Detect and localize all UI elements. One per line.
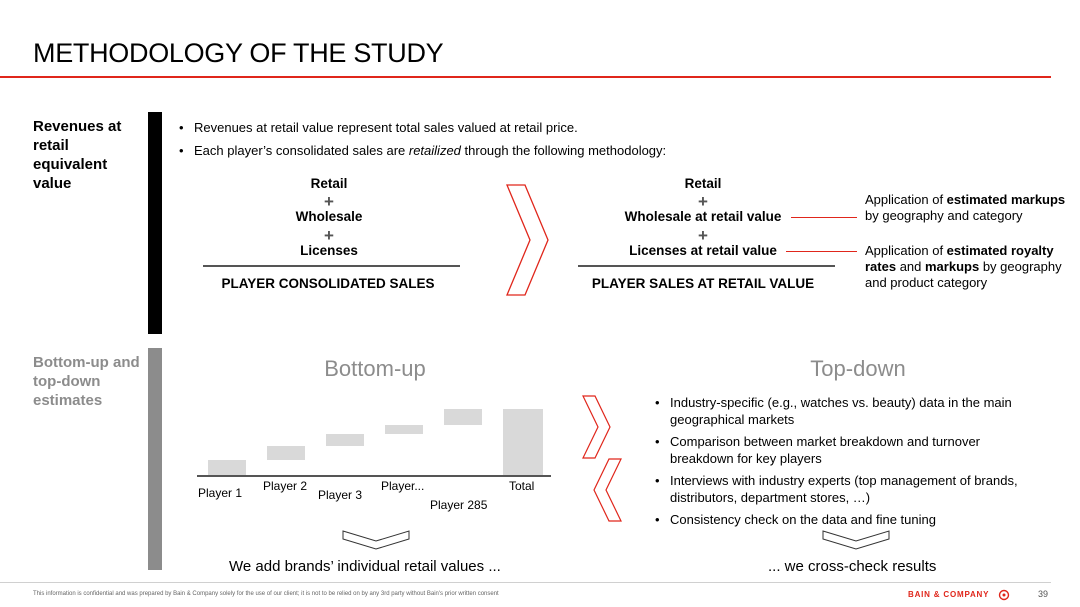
- chevron-down-icon: [342, 530, 410, 550]
- player-label-1: Player 1: [198, 486, 243, 500]
- note-text: and: [896, 259, 925, 274]
- right-formula-licenses: Licenses at retail value: [629, 243, 777, 258]
- title-divider: [0, 76, 1051, 78]
- top-down-title: Top-down: [810, 356, 906, 381]
- left-formula-total: PLAYER CONSOLIDATED SALES: [221, 276, 435, 291]
- bullet-retailized: Each player’s consolidated sales are ret…: [177, 139, 666, 162]
- player-label-2: Player 2: [263, 479, 308, 493]
- plus-icon: +: [698, 192, 708, 211]
- note-text: by geography and product category: [865, 259, 1062, 290]
- bullet-emphasis: retailized: [408, 143, 461, 158]
- top-down-bullet: Consistency check on the data and fine t…: [653, 512, 1045, 529]
- note-bold: estimated markups: [946, 192, 1066, 207]
- top-down-bullet: Industry-specific (e.g., watches vs. bea…: [653, 395, 1045, 428]
- page-title: METHODOLOGY OF THE STUDY: [33, 38, 444, 68]
- connector-line-markups: [791, 217, 857, 218]
- top-down-bullet: Comparison between market breakdown and …: [653, 434, 1045, 467]
- player-label-3: Player 3: [318, 488, 363, 502]
- bottom-up-title: Bottom-up: [324, 356, 426, 381]
- section-bar-top: [148, 112, 162, 334]
- footer-divider: [0, 582, 1051, 583]
- right-formula-wholesale: Wholesale at retail value: [624, 209, 782, 224]
- player-label-285: Player 285: [430, 498, 488, 512]
- note-markups: Application of estimated markups by geog…: [865, 192, 1070, 224]
- plus-icon: +: [324, 192, 334, 211]
- connector-line-royalty: [786, 251, 857, 252]
- left-formula-licenses: Licenses: [300, 243, 358, 258]
- section-bar-bottom: [148, 348, 162, 570]
- note-bold: estimated royalty rates: [865, 243, 1054, 274]
- bullet-text: through the following methodology:: [460, 143, 667, 158]
- right-formula-retail: Retail: [684, 176, 722, 191]
- note-royalty: Application of estimated royalty rates a…: [865, 243, 1070, 291]
- note-text: Application of: [865, 192, 947, 207]
- waterfall-baseline: [197, 475, 551, 477]
- left-sum-line: [203, 265, 460, 267]
- note-text: by geography and category: [865, 208, 1023, 223]
- player-label-etc: Player...: [381, 479, 425, 493]
- chevron-right-icon: [506, 184, 549, 296]
- note-text: Application of: [865, 243, 947, 258]
- section-label-estimates: Bottom-up and top-down estimates: [33, 354, 140, 409]
- waterfall-bar-total: [503, 409, 543, 475]
- left-formula-wholesale: Wholesale: [295, 209, 363, 224]
- top-down-bullet: Interviews with industry experts (top ma…: [653, 473, 1045, 506]
- chevron-down-icon: [822, 530, 890, 550]
- intro-bullets: Revenues at retail value represent total…: [177, 116, 666, 162]
- waterfall-bar-player-3: [326, 434, 364, 446]
- plus-icon: +: [698, 226, 708, 245]
- waterfall-bar-player-2: [267, 446, 305, 460]
- waterfall-bar-player-1: [208, 460, 246, 475]
- waterfall-bar-player-etc: [385, 425, 423, 434]
- section-label-revenues: Revenues at retail equivalent value: [33, 118, 122, 192]
- bain-logo-icon: [998, 589, 1010, 601]
- page-number: 39: [1038, 589, 1049, 599]
- bullet-text: Revenues at retail value represent total…: [194, 120, 578, 135]
- chevron-right-icon: [582, 395, 611, 459]
- player-label-total: Total: [509, 479, 535, 493]
- top-down-conclusion: ... we cross-check results: [768, 558, 937, 575]
- bottom-up-conclusion: We add brands’ individual retail values …: [229, 558, 501, 575]
- note-bold: markups: [925, 259, 980, 274]
- left-formula-retail: Retail: [310, 176, 348, 191]
- top-down-bullets: Industry-specific (e.g., watches vs. bea…: [653, 395, 1045, 529]
- footer-disclaimer: This information is confidential and was…: [33, 591, 499, 597]
- chevron-left-icon: [593, 458, 622, 522]
- bullet-text: Each player’s consolidated sales are: [194, 143, 409, 158]
- footer-brand: BAIN & COMPANY: [908, 590, 990, 599]
- right-formula-total: PLAYER SALES AT RETAIL VALUE: [591, 276, 815, 291]
- plus-icon: +: [324, 226, 334, 245]
- right-sum-line: [578, 265, 835, 267]
- waterfall-bar-player-285: [444, 409, 482, 425]
- bullet-retail-value: Revenues at retail value represent total…: [177, 116, 666, 139]
